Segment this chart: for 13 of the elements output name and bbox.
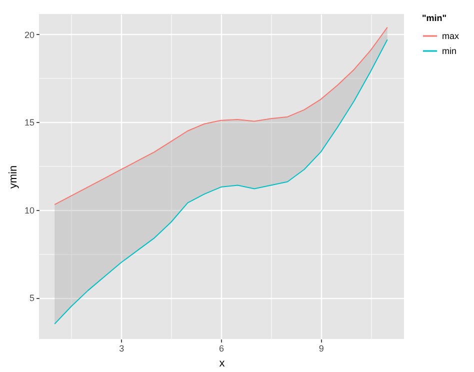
x-axis-title: x: [219, 358, 226, 370]
y-axis-title: ymin: [7, 165, 20, 189]
x-tick-label: 6: [218, 344, 224, 354]
y-tick-label: 10: [24, 205, 34, 216]
x-tick-label: 9: [318, 344, 324, 354]
legend-label: min: [442, 46, 457, 56]
legend-label: max: [442, 31, 460, 41]
y-tick-label: 5: [29, 293, 34, 304]
line-series: [54, 26, 388, 206]
y-tick-label: 15: [24, 118, 34, 128]
x-tick-label: 3: [119, 344, 124, 354]
legend-title: "min": [422, 13, 447, 23]
y-tick-label: 20: [24, 30, 34, 40]
